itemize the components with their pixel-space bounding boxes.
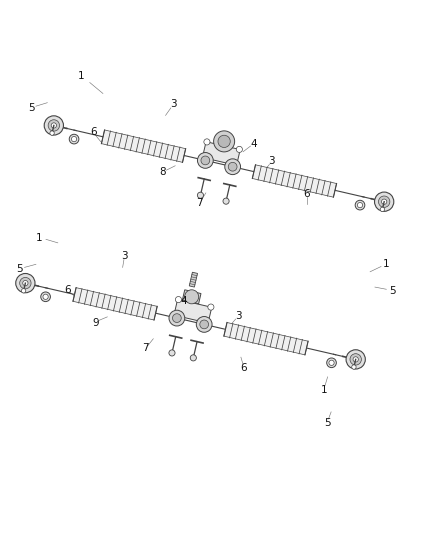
Circle shape — [20, 277, 31, 289]
Circle shape — [21, 288, 26, 293]
Circle shape — [225, 159, 240, 175]
Text: 1: 1 — [383, 259, 390, 269]
Circle shape — [196, 317, 212, 332]
Text: 4: 4 — [251, 139, 258, 149]
Circle shape — [228, 163, 237, 171]
Circle shape — [353, 357, 358, 362]
Text: 1: 1 — [36, 232, 43, 243]
Polygon shape — [182, 290, 201, 304]
Circle shape — [185, 290, 199, 304]
Circle shape — [208, 304, 214, 310]
Circle shape — [200, 320, 208, 329]
Circle shape — [44, 116, 64, 135]
Text: 5: 5 — [28, 103, 35, 113]
Polygon shape — [189, 272, 198, 287]
Circle shape — [190, 355, 196, 361]
Circle shape — [69, 134, 79, 144]
Circle shape — [329, 360, 334, 366]
Circle shape — [327, 358, 336, 368]
Text: 1: 1 — [321, 385, 328, 395]
Polygon shape — [252, 165, 336, 197]
Circle shape — [23, 280, 28, 286]
Text: 3: 3 — [121, 251, 128, 261]
Circle shape — [223, 198, 229, 204]
Text: 6: 6 — [64, 285, 71, 295]
Polygon shape — [102, 130, 186, 163]
Circle shape — [381, 199, 387, 204]
Circle shape — [346, 350, 365, 369]
Text: 6: 6 — [90, 127, 97, 138]
Circle shape — [378, 196, 390, 207]
Text: 5: 5 — [324, 418, 331, 428]
Circle shape — [350, 354, 361, 365]
Circle shape — [50, 131, 54, 135]
Circle shape — [16, 273, 35, 293]
Circle shape — [204, 139, 210, 145]
Circle shape — [380, 207, 385, 212]
Polygon shape — [202, 142, 240, 165]
Circle shape — [43, 294, 48, 300]
Circle shape — [51, 123, 57, 128]
Circle shape — [214, 131, 235, 152]
Text: 3: 3 — [170, 100, 177, 109]
Circle shape — [198, 192, 204, 198]
Text: 4: 4 — [180, 296, 187, 305]
Circle shape — [201, 156, 210, 165]
Polygon shape — [73, 288, 157, 320]
Text: 7: 7 — [196, 198, 203, 208]
Text: 5: 5 — [16, 264, 23, 273]
Text: 6: 6 — [303, 189, 310, 199]
Text: 8: 8 — [159, 167, 166, 177]
Circle shape — [173, 314, 181, 322]
Circle shape — [357, 203, 363, 208]
Circle shape — [41, 292, 50, 302]
Text: 5: 5 — [389, 286, 396, 296]
Circle shape — [169, 310, 185, 326]
Circle shape — [71, 136, 77, 142]
Circle shape — [169, 350, 175, 356]
Circle shape — [198, 152, 213, 168]
Text: 6: 6 — [240, 363, 247, 373]
Circle shape — [48, 120, 60, 131]
Text: 3: 3 — [268, 156, 275, 166]
Circle shape — [374, 192, 394, 212]
Polygon shape — [224, 322, 308, 355]
Polygon shape — [174, 300, 212, 323]
Circle shape — [352, 365, 356, 369]
Circle shape — [175, 296, 181, 303]
Text: 7: 7 — [142, 343, 149, 353]
Text: 9: 9 — [92, 318, 99, 328]
Circle shape — [218, 135, 230, 148]
Circle shape — [355, 200, 365, 210]
Text: 1: 1 — [78, 71, 85, 81]
Circle shape — [236, 147, 242, 152]
Text: 3: 3 — [235, 311, 242, 320]
